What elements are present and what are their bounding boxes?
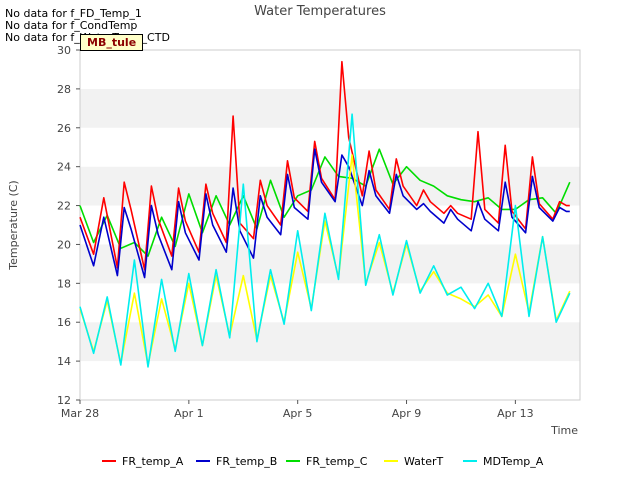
no-data-message-2: No data for f_CondTemp [5,19,138,32]
chart-title: Water Temperatures [254,4,386,19]
plot-band [80,361,580,400]
plot-band [80,322,580,362]
y-tick-label: 20 [57,238,71,251]
no-data-message-1: No data for f_FD_Temp_1 [5,7,142,20]
x-tick-label: Mar 28 [61,407,99,420]
plot-band [80,50,580,89]
legend: FR_temp_A FR_temp_B FR_temp_C WaterT MDTemp_… [102,455,544,468]
x-axis-label: Time [550,424,578,437]
plot-band [80,88,580,128]
series-line-WaterT [79,154,571,366]
series-lines [79,60,571,368]
y-tick-label: 28 [57,83,71,96]
series-line-FR_temp_B [79,148,570,279]
series-line-MDTemp_A [79,113,571,368]
x-tick-label: Apr 1 [174,407,204,420]
y-axis-label: Temperature (C) [7,180,20,270]
plot-bands [80,50,580,400]
plot-band [80,166,580,206]
legend-label-FR_temp_C: FR_temp_C [306,455,368,468]
y-tick-label: 12 [57,394,71,407]
y-tick-label: 30 [57,44,71,57]
legend-label-FR_temp_A: FR_temp_A [122,455,184,468]
plot-band [80,244,580,284]
y-tick-label: 22 [57,200,71,213]
legend-label-WaterT: WaterT [404,455,444,468]
x-axis-ticks: Mar 28 Apr 1 Apr 5 Apr 9 Apr 13 [61,400,534,420]
x-tick-label: Apr 9 [392,407,422,420]
x-tick-label: Apr 5 [283,407,313,420]
legend-label-FR_temp_B: FR_temp_B [216,455,277,468]
y-tick-label: 24 [57,161,71,174]
x-tick-label: Apr 13 [497,407,534,420]
plot-band [80,127,580,167]
legend-label-MDTemp_A: MDTemp_A [483,455,544,468]
y-axis-ticks: 12 14 16 18 20 22 24 26 28 30 [57,44,80,407]
y-tick-label: 16 [57,316,71,329]
y-tick-label: 14 [57,355,71,368]
series-line-FR_temp_C [79,148,571,257]
y-tick-label: 18 [57,277,71,290]
y-tick-label: 26 [57,122,71,135]
site-label-box: MB_tule [80,34,144,51]
